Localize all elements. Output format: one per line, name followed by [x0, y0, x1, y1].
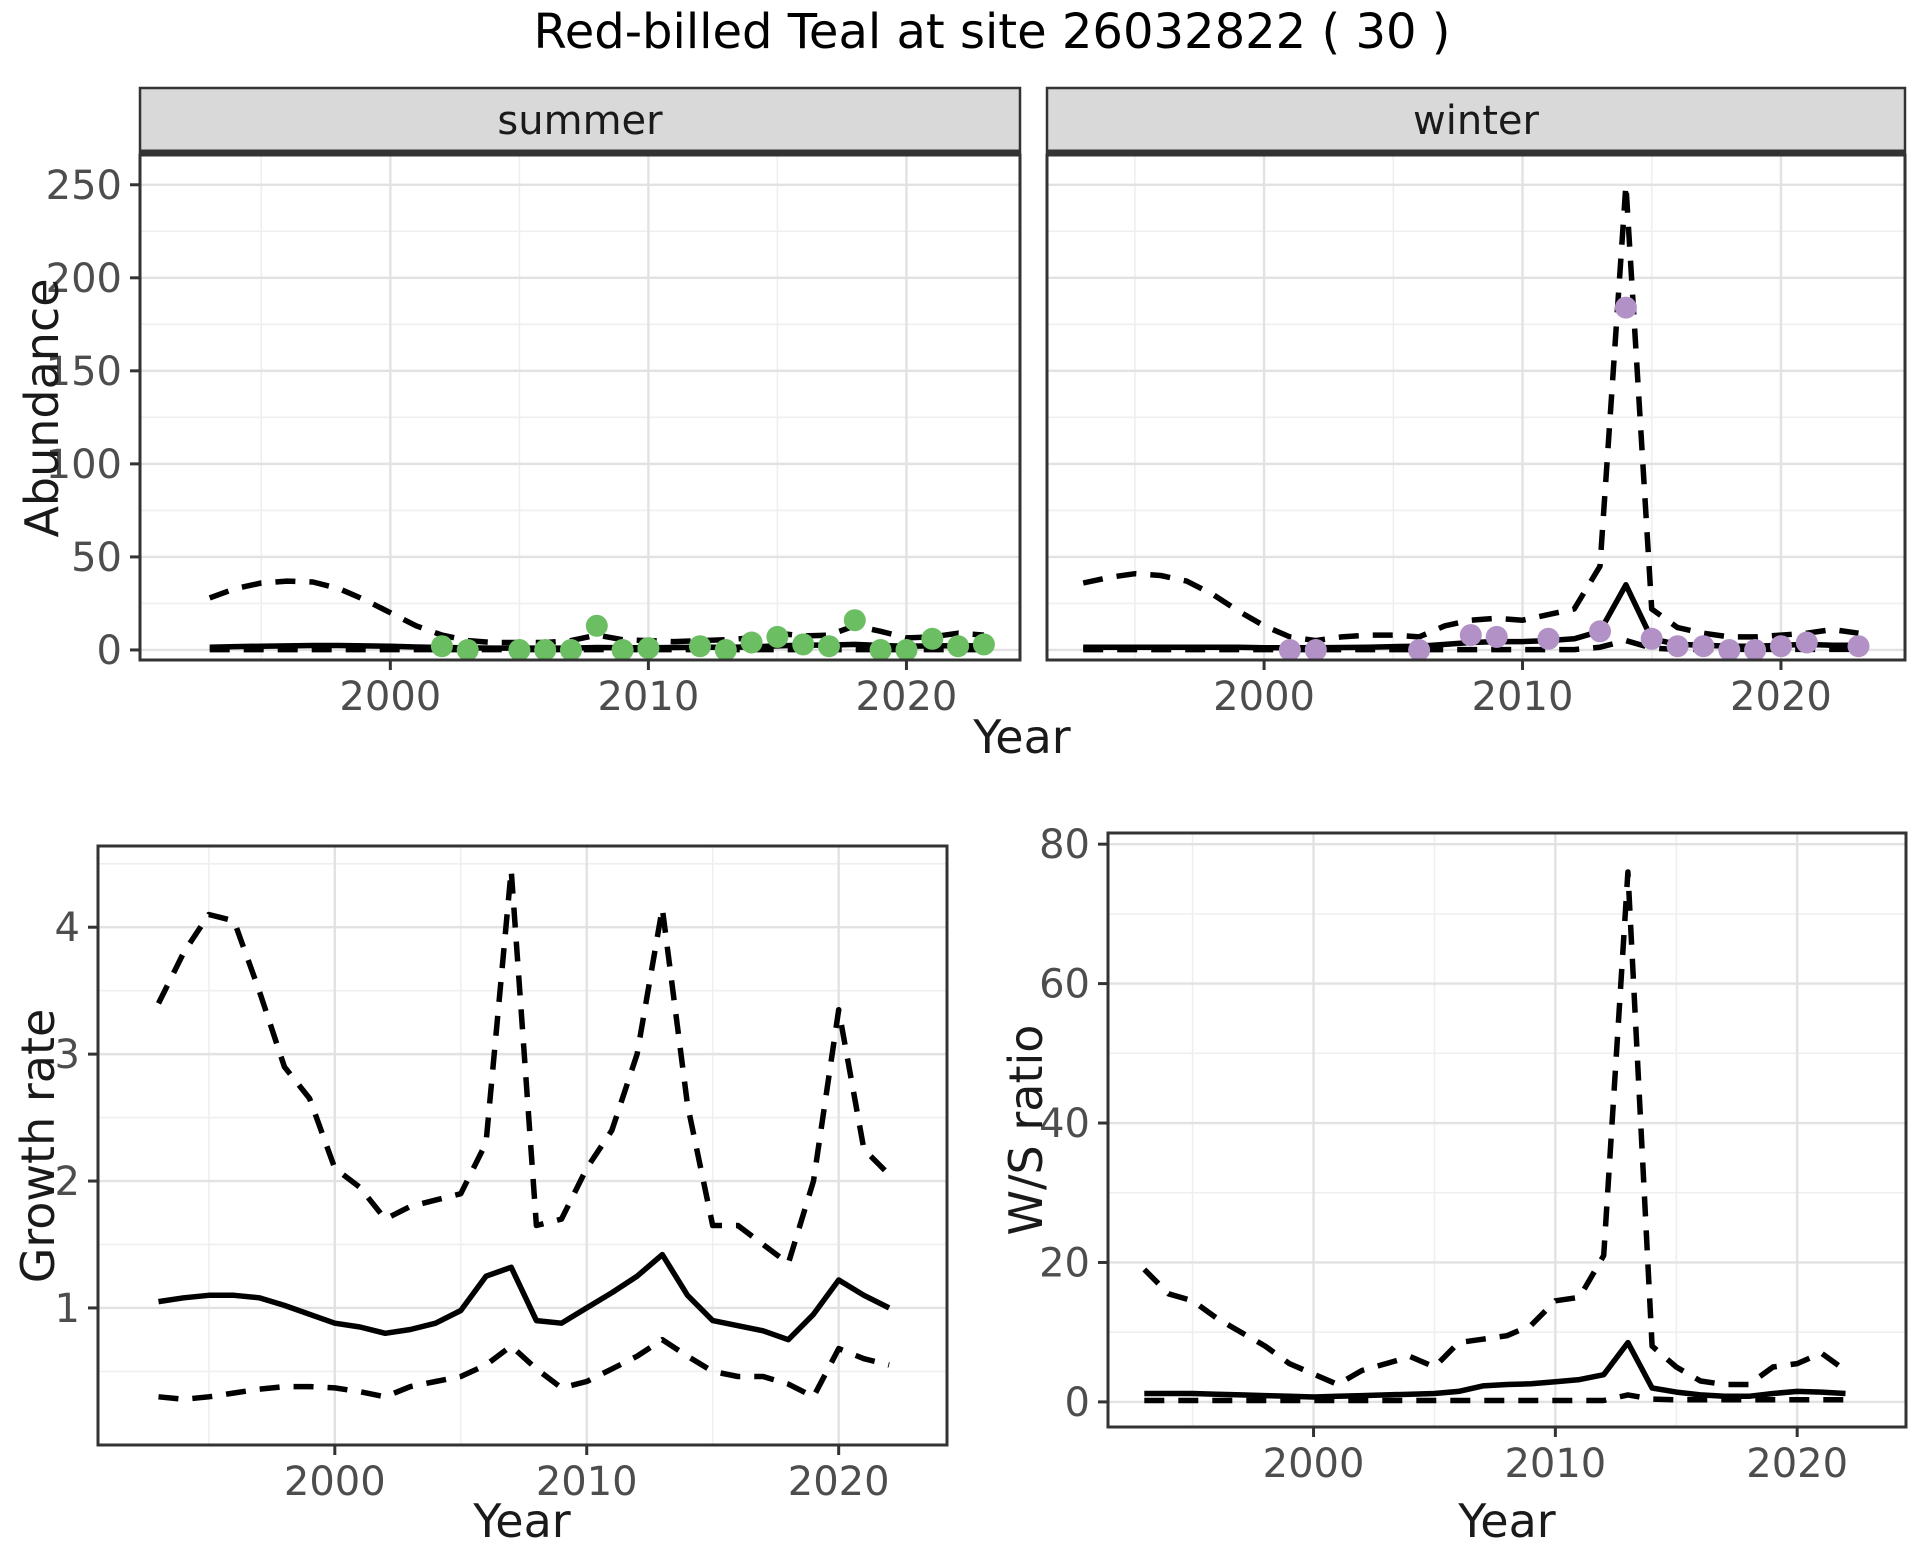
page-title: Red-billed Teal at site 26032822 ( 30 )	[533, 4, 1451, 60]
ws-ratio-panel-border	[1106, 831, 1908, 1429]
abundance-summer-point	[895, 639, 918, 661]
abundance-winter-point	[1278, 639, 1301, 661]
abundance-summer-point	[714, 639, 737, 661]
abundance-summer-y-tick-label: 0	[97, 628, 122, 674]
ws-ratio-x-tick-label: 2000	[1263, 1441, 1365, 1487]
ws-ratio-plot-background	[1108, 833, 1906, 1427]
abundance-winter-point	[1485, 625, 1508, 648]
abundance-winter-point	[1666, 635, 1689, 658]
abundance-winter-x-tick-label: 2010	[1472, 674, 1574, 720]
abundance-winter-points	[1278, 296, 1870, 661]
facet-strip-summer	[138, 86, 1022, 154]
ws-ratio-y-tick-label: 80	[1039, 822, 1090, 868]
growth-rate-plot-background	[98, 846, 947, 1445]
facet-label-winter: winter	[1413, 98, 1539, 144]
abundance-summer-point	[508, 639, 531, 661]
abundance-summer-point	[792, 633, 815, 656]
abundance-summer-y-tick-label: 200	[46, 256, 122, 302]
abundance-winter-point	[1847, 635, 1870, 658]
abundance-summer-y-tick-label: 150	[46, 349, 122, 395]
growth-rate-upper_ci-line	[156, 867, 892, 1267]
abundance-summer-median-line	[209, 641, 984, 651]
year-axis-label-bottom-left: Year	[473, 1494, 571, 1548]
facet-label-summer: summer	[497, 98, 663, 144]
abundance-summer-points	[430, 609, 995, 661]
abundance-winter-plot-background	[1047, 155, 1905, 660]
abundance-summer-point	[689, 635, 711, 658]
abundance-winter-panel: winter 2000 2010 2020	[1045, 86, 1907, 720]
ws-ratio-y-tick-label: 0	[1065, 1380, 1090, 1426]
abundance-summer-point	[534, 639, 557, 661]
growth-rate-y-tick-label: 2	[55, 1159, 80, 1205]
abundance-winter-point	[1537, 627, 1560, 650]
abundance-summer-point	[972, 633, 995, 656]
abundance-winter-point	[1640, 627, 1663, 650]
abundance-summer-x-tick-label: 2000	[339, 674, 441, 720]
abundance-summer-y-tick-label: 250	[46, 163, 122, 209]
abundance-summer-point	[766, 625, 789, 648]
abundance-summer-point	[637, 637, 660, 660]
growth-rate-axis-label: Growth rate	[11, 1008, 65, 1284]
abundance-winter-point	[1304, 639, 1327, 661]
growth-rate-y-tick-label: 3	[55, 1032, 80, 1078]
abundance-summer-y-tick-label: 100	[46, 442, 122, 488]
year-axis-label-bottom-right: Year	[1458, 1494, 1556, 1548]
abundance-summer-point	[947, 635, 970, 658]
abundance-winter-point	[1459, 624, 1482, 647]
growth-rate-y-tick-label: 4	[55, 905, 80, 951]
abundance-summer-plot-background	[140, 155, 1020, 660]
abundance-winter-point	[1795, 631, 1818, 654]
ws-ratio-y-tick-label: 40	[1039, 1101, 1090, 1147]
abundance-summer-point	[560, 639, 582, 661]
ws-ratio-y-tick-label: 60	[1039, 962, 1090, 1008]
growth-rate-panel: 2000 2010 2020 1 2 3 4	[55, 844, 949, 1505]
ws-ratio-axis-label: W/S ratio	[999, 1024, 1053, 1236]
abundance-summer-y-tick-label: 50	[71, 535, 122, 581]
abundance-axis-label: Abundance	[15, 278, 69, 538]
growth-rate-x-tick-label: 2000	[284, 1459, 386, 1505]
abundance-winter-point	[1589, 620, 1611, 643]
abundance-summer-point	[843, 609, 866, 632]
abundance-winter-panel-border	[1045, 153, 1907, 662]
growth-rate-x-tick-label: 2020	[788, 1459, 890, 1505]
ws-ratio-panel: 2000 2010 2020 0 20 40 60 80	[1039, 822, 1908, 1487]
abundance-summer-point	[456, 639, 479, 661]
abundance-summer-x-tick-label: 2010	[597, 674, 699, 720]
growth-rate-panel-border	[96, 844, 949, 1447]
ws-ratio-median-line	[1144, 1339, 1846, 1400]
growth-rate-x-tick-label: 2010	[536, 1459, 638, 1505]
abundance-summer-x-tick-label: 2020	[856, 674, 958, 720]
abundance-winter-point	[1408, 639, 1431, 661]
abundance-winter-point	[1692, 635, 1715, 658]
ws-ratio-y-tick-label: 20	[1039, 1240, 1090, 1286]
abundance-winter-point	[1614, 296, 1637, 319]
growth-rate-y-tick-label: 1	[55, 1286, 80, 1332]
abundance-summer-point	[611, 639, 634, 661]
ws-ratio-lower_ci-line	[1144, 1392, 1846, 1404]
abundance-summer-panel: summer 2000 2010 2020 0 50 100 150 200 250	[46, 86, 1022, 720]
abundance-summer-point	[921, 627, 944, 650]
abundance-summer-point	[869, 639, 892, 661]
abundance-summer-point	[740, 631, 763, 654]
growth-rate-lower_ci-line	[158, 1336, 890, 1403]
growth-rate-median-line	[158, 1251, 891, 1343]
ws-ratio-x-tick-label: 2010	[1504, 1441, 1606, 1487]
abundance-winter-x-tick-label: 2020	[1730, 674, 1832, 720]
abundance-summer-point	[585, 614, 608, 637]
year-axis-label-top: Year	[973, 710, 1071, 764]
abundance-summer-point	[818, 635, 840, 658]
abundance-summer-point	[430, 635, 453, 658]
abundance-summer-panel-border	[138, 153, 1022, 662]
ws-ratio-x-tick-label: 2020	[1746, 1441, 1848, 1487]
abundance-winter-point	[1718, 639, 1741, 661]
abundance-winter-point	[1744, 639, 1767, 661]
abundance-winter-point	[1770, 635, 1792, 658]
ws-ratio-upper_ci-line	[1142, 869, 1848, 1388]
abundance-winter-x-tick-label: 2000	[1213, 674, 1315, 720]
